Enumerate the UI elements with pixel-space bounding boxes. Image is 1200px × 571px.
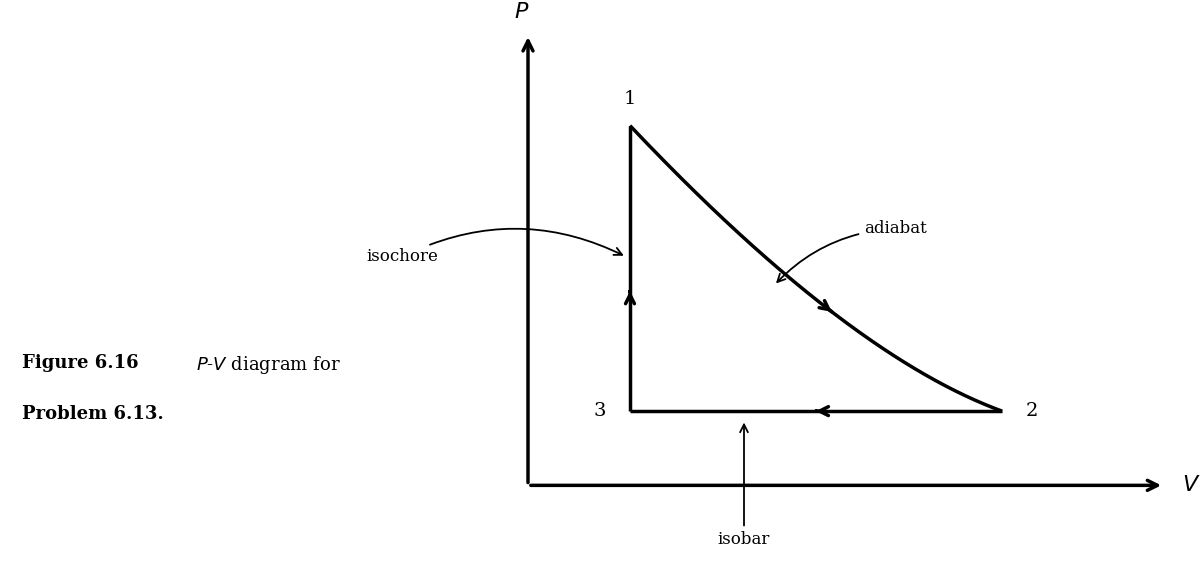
Text: 2: 2 (1026, 402, 1038, 420)
Text: Problem 6.13.: Problem 6.13. (22, 405, 163, 424)
Text: adiabat: adiabat (778, 220, 926, 282)
Text: isochore: isochore (366, 229, 622, 266)
Text: isobar: isobar (718, 424, 770, 548)
Text: 1: 1 (624, 90, 636, 108)
Text: 3: 3 (594, 402, 606, 420)
Text: $P$: $P$ (515, 1, 529, 23)
Text: $P$-$V$ diagram for: $P$-$V$ diagram for (196, 354, 341, 376)
Text: Figure 6.16: Figure 6.16 (22, 354, 138, 372)
Text: $V$: $V$ (1182, 475, 1200, 496)
